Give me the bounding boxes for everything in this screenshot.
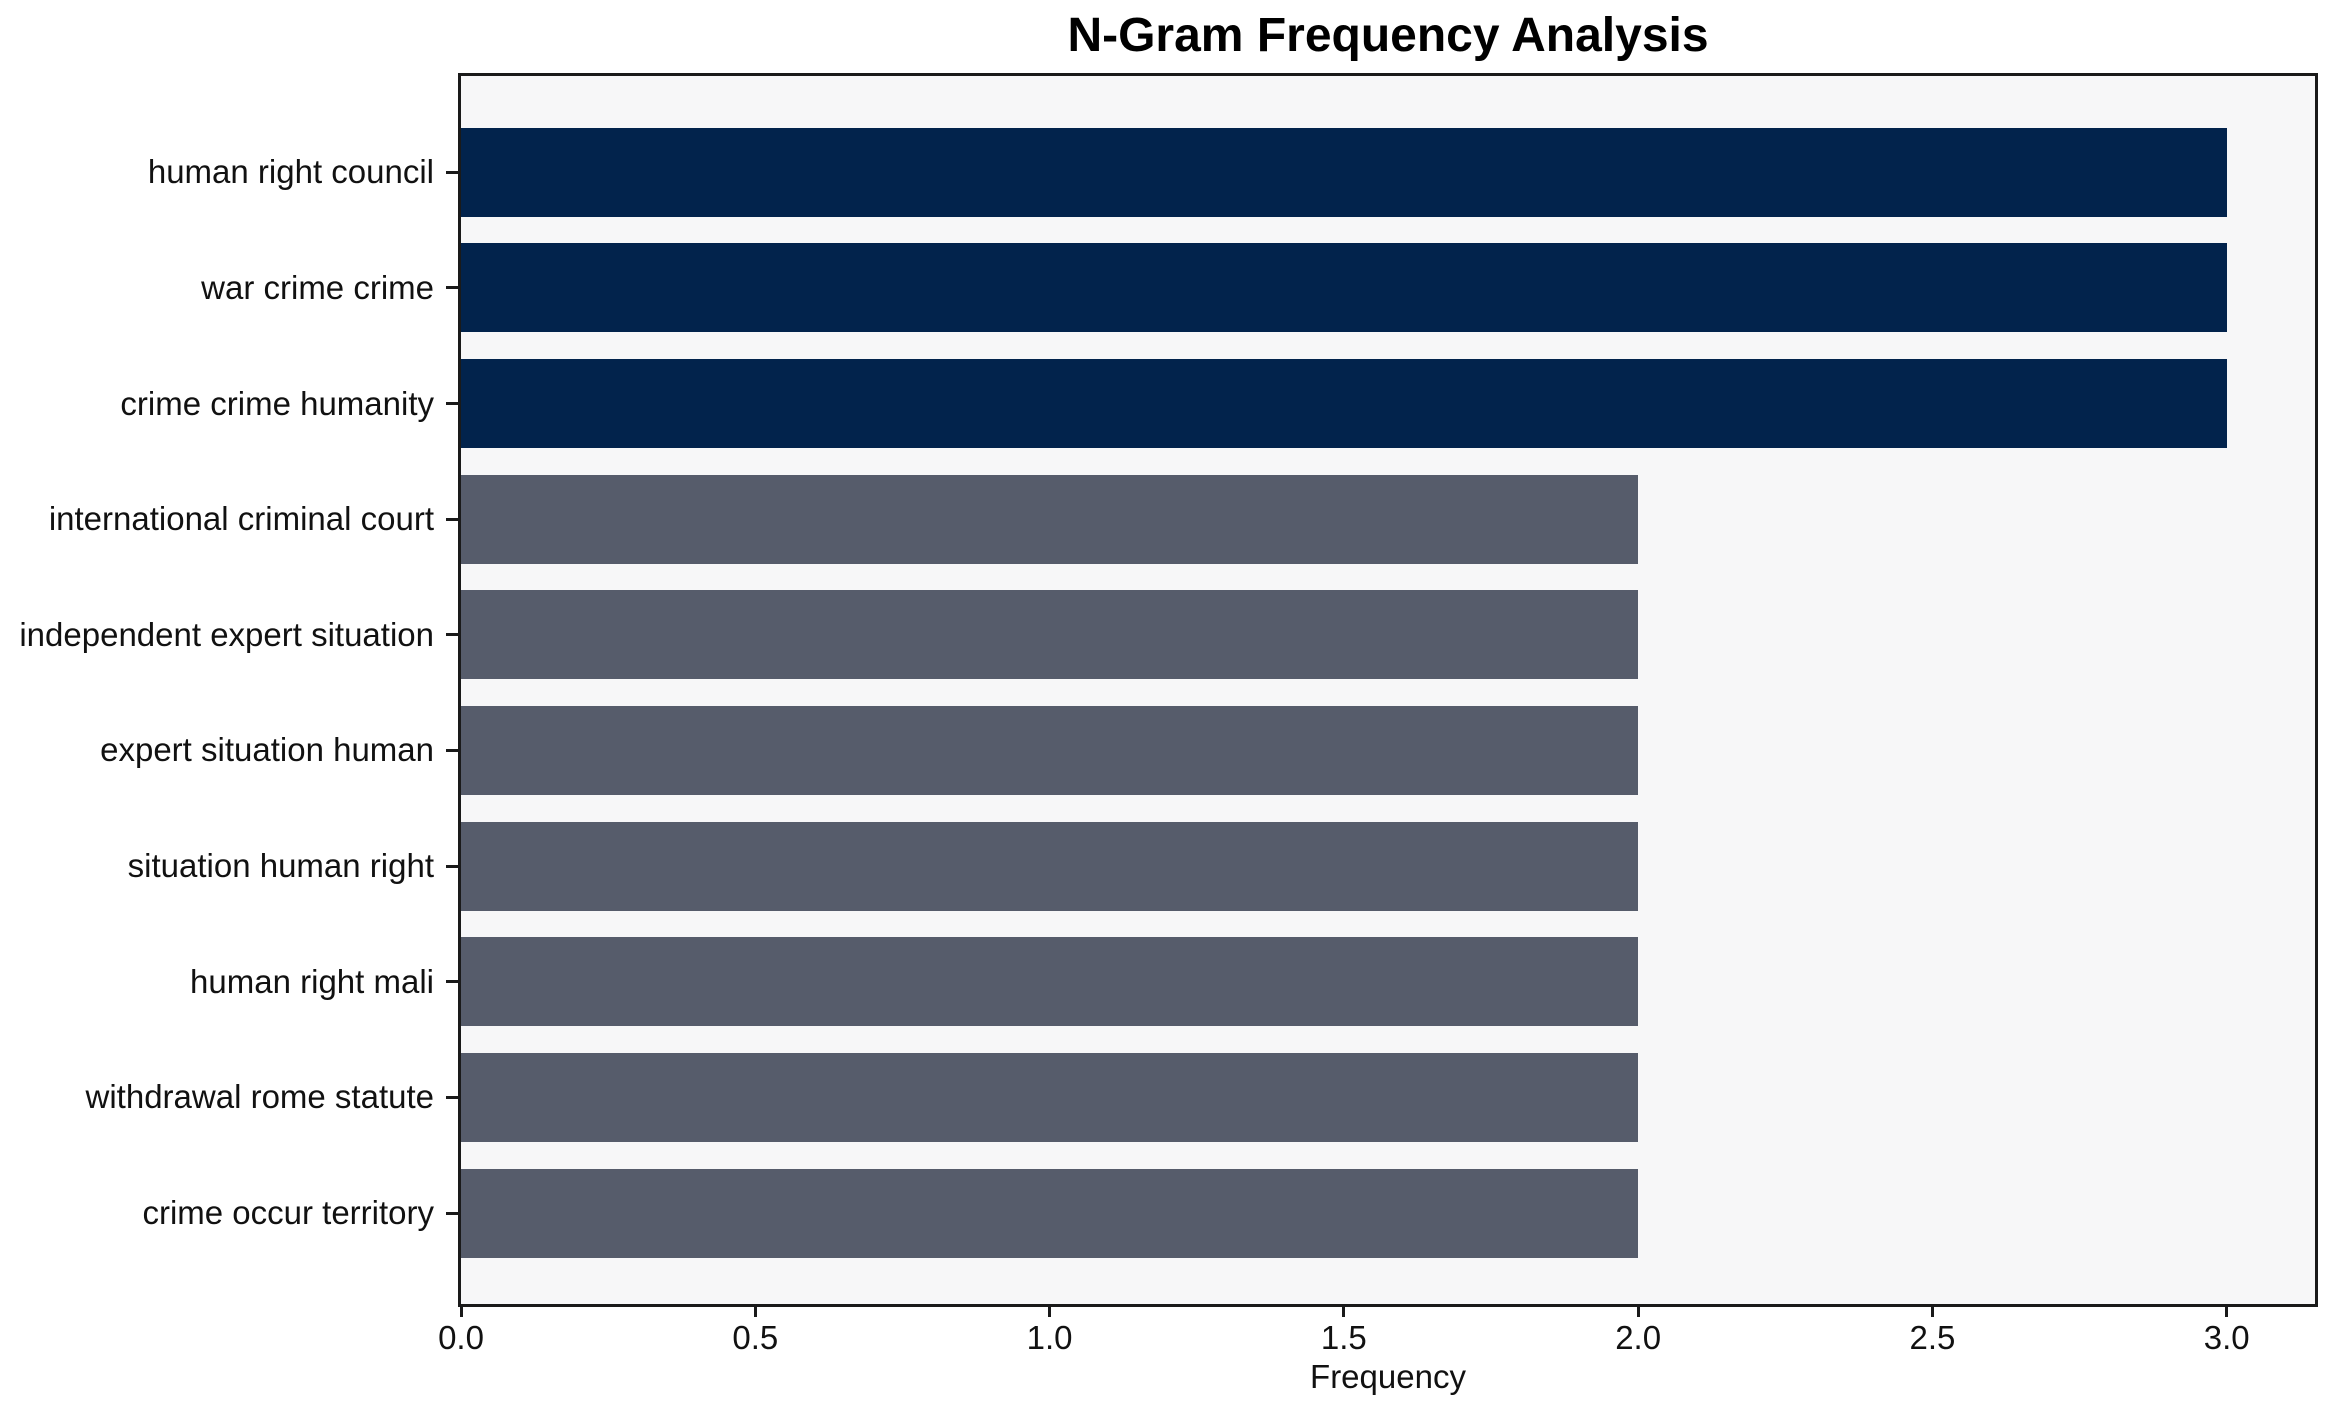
x-tick-mark (1636, 1307, 1640, 1317)
bar (461, 474, 1639, 564)
x-tick-mark (753, 1307, 757, 1317)
bar (461, 359, 2227, 448)
y-tick-mark (446, 980, 458, 984)
bar (461, 1168, 1639, 1258)
y-tick-label: war crime crime (201, 268, 434, 306)
x-tick-label: 0.0 (438, 1319, 484, 1356)
y-tick-mark (446, 286, 458, 290)
y-tick-label: human right mali (190, 962, 434, 1000)
chart-title: N-Gram Frequency Analysis (1067, 9, 1709, 62)
bar (461, 590, 1639, 680)
bar (461, 937, 1639, 1027)
y-tick-mark (446, 1211, 458, 1215)
plot-area (458, 73, 2318, 1307)
y-tick-label: expert situation human (100, 731, 434, 769)
bar (461, 1052, 1639, 1142)
bar (461, 127, 2227, 217)
bar (461, 705, 1639, 795)
y-tick-label: independent expert situation (19, 615, 434, 653)
y-tick-label: international criminal court (48, 500, 434, 538)
y-tick-mark (446, 402, 458, 405)
y-tick-mark (446, 1095, 458, 1099)
x-axis-label: Frequency (1310, 1358, 1466, 1395)
y-tick-mark (446, 517, 458, 521)
x-tick-mark (1342, 1307, 1346, 1317)
x-tick-label: 2.0 (1615, 1319, 1662, 1356)
x-tick-mark (1048, 1307, 1052, 1317)
x-tick-label: 2.5 (1909, 1319, 1956, 1356)
x-tick-mark (1930, 1307, 1934, 1317)
bar (461, 821, 1639, 911)
x-tick-label: 1.0 (1026, 1319, 1073, 1356)
x-tick-label: 0.5 (732, 1319, 779, 1356)
x-tick-mark (2225, 1307, 2229, 1317)
y-tick-mark (446, 864, 458, 868)
bar (461, 243, 2227, 333)
y-tick-mark (446, 633, 458, 637)
y-tick-label: crime crime humanity (120, 384, 434, 422)
y-tick-label: situation human right (127, 847, 434, 885)
x-tick-label: 3.0 (2203, 1319, 2250, 1356)
x-tick-label: 1.5 (1320, 1319, 1367, 1356)
y-tick-label: human right council (147, 153, 434, 191)
y-tick-label: withdrawal rome statute (85, 1078, 434, 1116)
x-tick-mark (459, 1307, 463, 1317)
y-tick-label: crime occur territory (142, 1194, 434, 1232)
y-tick-mark (446, 170, 458, 174)
y-tick-mark (446, 748, 458, 752)
